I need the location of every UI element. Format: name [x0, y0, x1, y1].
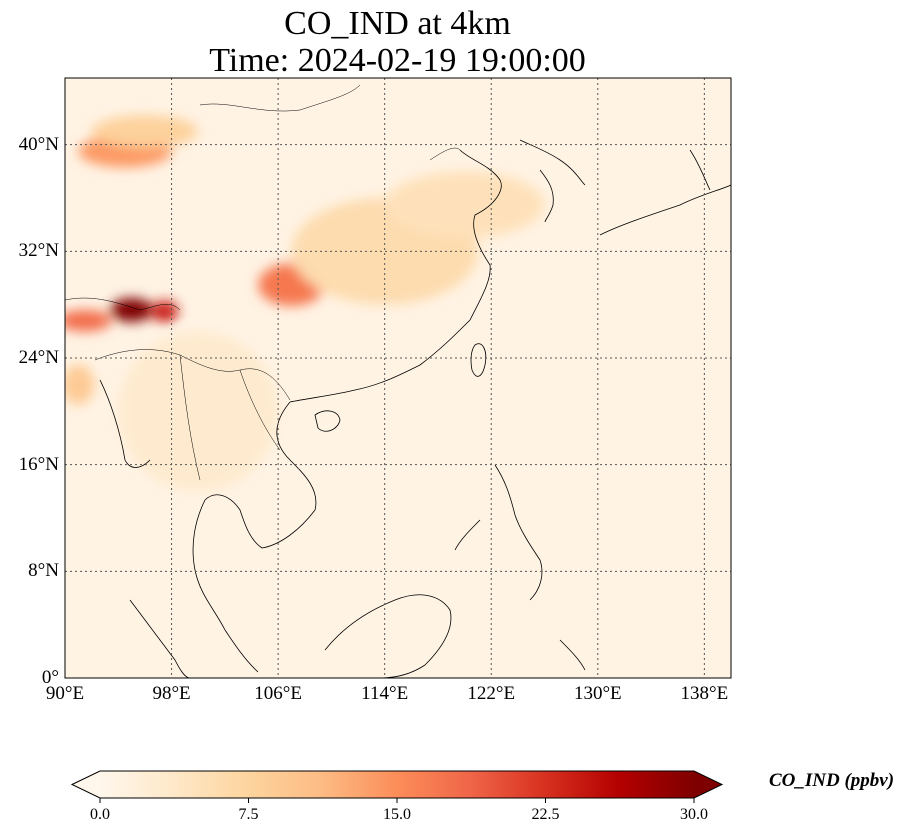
longitude-tick-label: 98°E: [152, 683, 191, 704]
colorbar-tick-label: 30.0: [680, 806, 708, 823]
concentration-hotspots: [65, 115, 545, 492]
longitude-tick-label: 130°E: [573, 683, 622, 704]
colorbar-tick-label: 15.0: [383, 806, 411, 823]
co-hotspot: [65, 364, 95, 405]
colorbar-gradient: [100, 771, 694, 798]
longitude-tick-label: 90°E: [45, 683, 85, 704]
colorbar: [70, 770, 724, 803]
colorbar-tick-label: 22.5: [531, 806, 560, 823]
co-hotspot: [91, 115, 199, 148]
colorbar-max-extend: [694, 771, 722, 798]
latitude-tick-label: 8°N: [28, 560, 59, 582]
colorbar-tickmarks: [99, 798, 695, 803]
colorbar-tick-label: 7.5: [238, 806, 259, 823]
map-frame: [64, 77, 732, 679]
co-hotspot: [110, 298, 153, 322]
longitude-tick-label: 106°E: [254, 683, 302, 704]
colorbar-min-extend: [72, 771, 100, 798]
map-title: CO_IND at 4km: [284, 5, 511, 42]
map-time-subtitle: Time: 2024-02-19 19:00:00: [209, 42, 586, 79]
co-hotspot: [151, 300, 179, 323]
gridlines: [65, 78, 731, 678]
longitude-tick-label: 114°E: [361, 683, 409, 704]
colorbar-label: CO_IND (ppbv): [769, 770, 895, 791]
latitude-tick-label: 32°N: [18, 240, 59, 262]
latitude-tick-label: 0°: [41, 667, 59, 688]
latitude-tick-label: 16°N: [18, 453, 59, 475]
latitude-tick-label: 24°N: [18, 347, 59, 368]
co-hotspot: [65, 310, 112, 332]
latitude-tick-label: 40°N: [18, 133, 59, 155]
colorbar-tick-label: 0.0: [90, 806, 110, 823]
co-hotspot: [118, 331, 279, 492]
co-hotspot: [384, 171, 545, 238]
longitude-tick-label: 138°E: [680, 683, 729, 704]
coastlines-borders: [65, 84, 731, 678]
longitude-tick-label: 122°E: [467, 683, 516, 704]
